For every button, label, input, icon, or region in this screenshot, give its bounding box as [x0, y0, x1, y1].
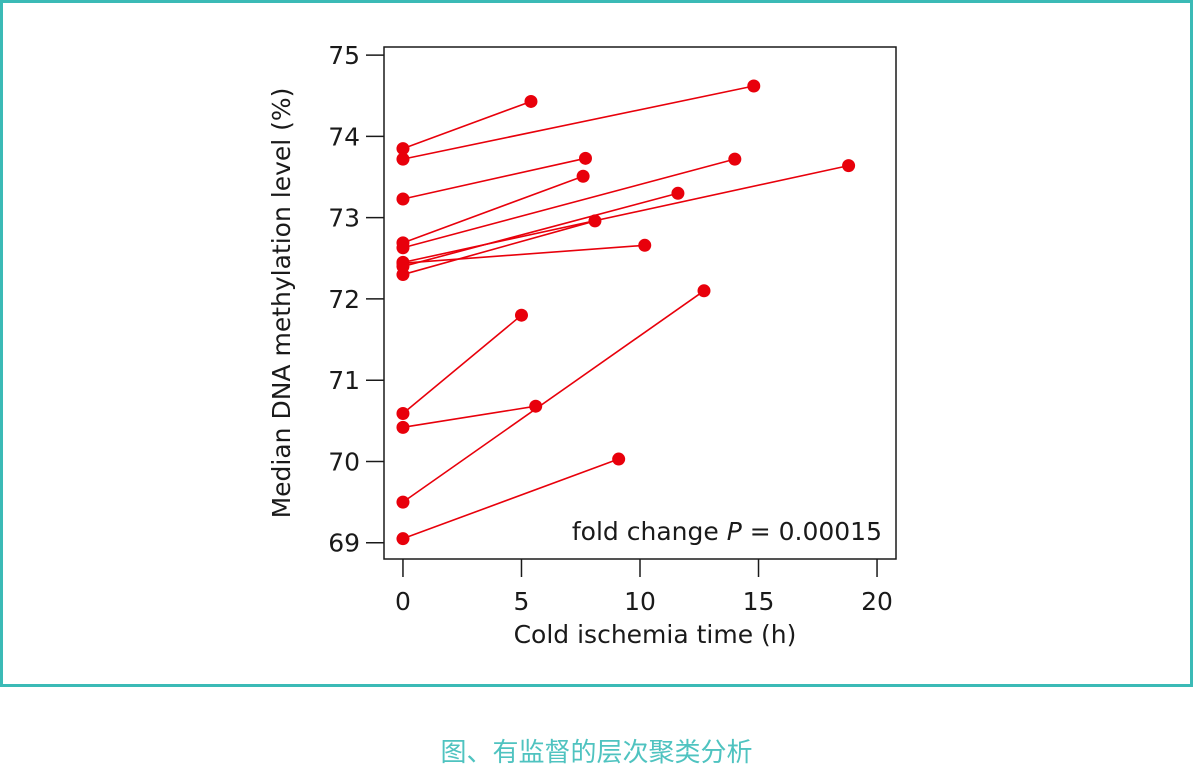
data-point [514, 308, 528, 322]
y-tick-label: 72 [328, 285, 360, 314]
data-point [396, 495, 410, 509]
y-axis-label: Median DNA methylation level (%) [267, 88, 296, 519]
pair-line [402, 220, 596, 276]
y-tick-label: 70 [328, 447, 360, 476]
pair-line [402, 244, 645, 264]
scatter-chart: 69 70 71 72 73 74 75 0 5 10 15 20 Median DNA methyl… [267, 41, 897, 649]
data-point [578, 151, 592, 165]
p-value-annotation: fold change P = 0.00015 [572, 517, 882, 546]
y-tick-label: 71 [328, 366, 360, 395]
x-tick-label: 0 [395, 587, 411, 616]
y-tick-label: 74 [328, 122, 360, 151]
y-tick-label: 69 [328, 529, 360, 558]
y-tick-label: 75 [328, 41, 360, 70]
figure-frame [0, 0, 1193, 687]
data-point [396, 241, 410, 255]
pair-line [402, 175, 584, 244]
pair-line [402, 85, 754, 160]
data-point [396, 268, 410, 282]
data-point [396, 152, 410, 166]
data-point [638, 238, 652, 252]
data-point [529, 399, 543, 413]
pair-line [402, 290, 705, 503]
plot-area: 69 70 71 72 73 74 75 0 5 10 15 20 [328, 41, 897, 616]
data-point [396, 192, 410, 206]
plot-border [383, 46, 897, 560]
pair-line [402, 157, 586, 200]
pair-line [402, 405, 536, 429]
pair-line [402, 314, 522, 415]
data-point [576, 169, 590, 183]
x-axis-label: Cold ischemia time (h) [514, 620, 797, 649]
x-tick-label: 15 [743, 587, 775, 616]
data-point [842, 159, 856, 173]
figure-caption: 图、有监督的层次聚类分析 [440, 738, 753, 768]
data-point [396, 532, 410, 546]
data-point [396, 142, 410, 156]
data-point [396, 420, 410, 434]
pair-line [402, 158, 736, 249]
pair-line [402, 100, 532, 150]
data-point [697, 284, 711, 298]
annotation-suffix: = 0.00015 [742, 517, 882, 546]
y-tick-label: 73 [328, 204, 360, 233]
annotation-prefix: fold change [572, 517, 727, 546]
x-tick-label: 20 [861, 587, 893, 616]
pair-line [402, 192, 679, 268]
data-point [396, 407, 410, 421]
x-tick-label: 10 [624, 587, 656, 616]
data-point [747, 79, 761, 93]
pair-line [402, 458, 619, 540]
data-point [588, 214, 602, 228]
data-point [612, 452, 626, 466]
data-point [728, 152, 742, 166]
annotation-p: P [727, 517, 743, 546]
data-point [524, 94, 538, 108]
data-point [671, 186, 685, 200]
x-tick-label: 5 [514, 587, 530, 616]
data-point [396, 256, 410, 270]
